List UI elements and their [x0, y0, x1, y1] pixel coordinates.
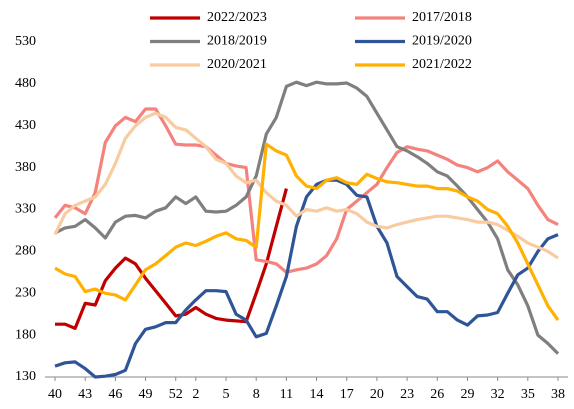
x-tick-label: 11: [280, 387, 293, 402]
x-tick-label: 17: [340, 387, 354, 402]
legend-label: 2019/2020: [412, 34, 472, 49]
legend-label: 2021/2022: [412, 57, 472, 72]
x-tick-label: 2: [192, 387, 199, 402]
legend-label: 2018/2019: [207, 34, 267, 49]
x-tick-label: 26: [430, 387, 444, 402]
series-line: [53, 107, 559, 274]
x-tick-label: 29: [460, 387, 474, 402]
legend-label: 2022/2023: [207, 10, 267, 25]
y-tick-label: 430: [15, 118, 36, 133]
x-tick-label: 49: [139, 387, 153, 402]
legend-label: 2017/2018: [412, 10, 472, 25]
x-tick-label: 38: [551, 387, 565, 402]
x-tick-label: 32: [491, 387, 505, 402]
series-line: [54, 80, 560, 355]
y-tick-label: 280: [15, 244, 36, 259]
x-tick-label: 5: [223, 387, 230, 402]
x-tick-label: 46: [108, 387, 122, 402]
y-tick-label: 180: [15, 327, 36, 342]
x-tick-label: 52: [169, 387, 183, 402]
series-line: [54, 142, 560, 322]
series-line: [53, 111, 559, 260]
x-tick-label: 8: [253, 387, 260, 402]
y-tick-label: 230: [15, 285, 36, 300]
x-tick-label: 35: [521, 387, 535, 402]
x-tick-label: 23: [400, 387, 414, 402]
y-tick-label: 130: [15, 369, 36, 384]
y-tick-label: 530: [15, 34, 36, 49]
y-tick-label: 480: [15, 76, 36, 91]
x-tick-label: 43: [78, 387, 92, 402]
x-tick-label: 40: [48, 387, 62, 402]
x-tick-label: 20: [370, 387, 384, 402]
series-line: [54, 178, 559, 379]
y-tick-label: 330: [15, 202, 36, 217]
legend-label: 2020/2021: [207, 57, 267, 72]
x-tick-label: 14: [310, 387, 324, 402]
y-tick-label: 380: [15, 160, 36, 175]
series-line: [55, 188, 288, 330]
